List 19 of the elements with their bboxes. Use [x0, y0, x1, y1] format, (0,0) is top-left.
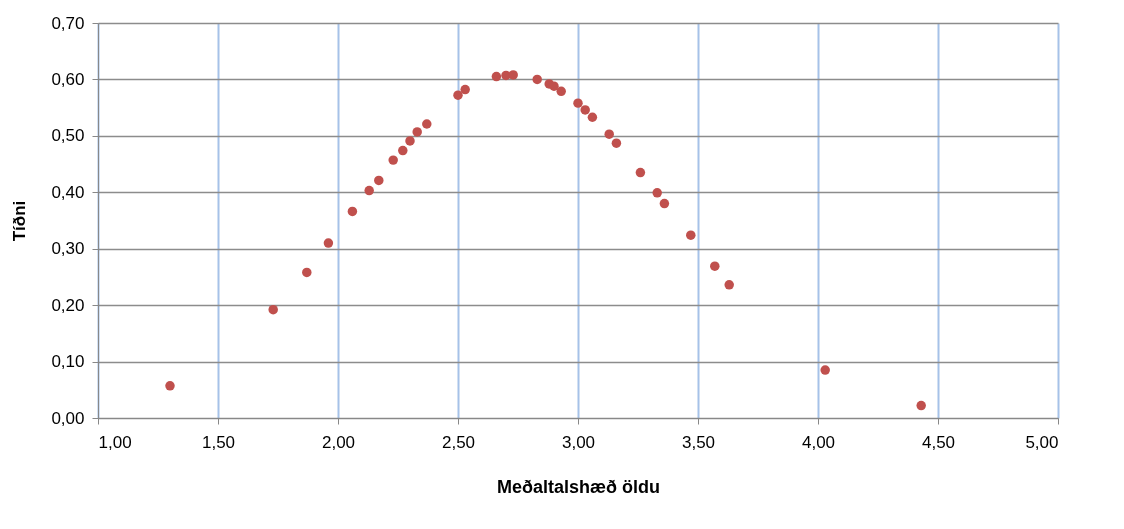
x-tick-label: 1,00: [98, 432, 132, 452]
y-tick-label: 0,00: [51, 408, 85, 428]
x-tick-label: 2,50: [441, 432, 476, 452]
y-tick-label: 0,30: [51, 239, 85, 259]
y-tick-label: 0,40: [51, 182, 85, 202]
x-axis-title: Meðaltalshæð öldu: [496, 476, 661, 497]
x-tick-label: 4,00: [801, 432, 836, 452]
y-tick-label: 0,10: [51, 352, 85, 372]
x-tick-label: 1,50: [201, 432, 236, 452]
y-tick-label: 0,60: [51, 69, 85, 89]
x-tick-label: 3,50: [681, 432, 716, 452]
y-tick-label: 0,50: [51, 126, 85, 146]
x-tick-label: 3,00: [561, 432, 596, 452]
x-tick-label: 2,00: [321, 432, 356, 452]
x-tick-label: 4,50: [921, 432, 956, 452]
y-tick-label: 0,70: [51, 13, 85, 33]
y-tick-label: 0,20: [51, 295, 85, 315]
x-tick-label: 5,00: [1025, 432, 1059, 452]
y-axis-title: Tíðni: [10, 200, 30, 242]
